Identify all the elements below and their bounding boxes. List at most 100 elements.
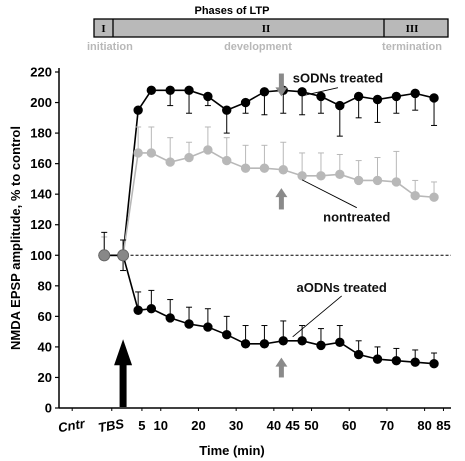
data-point [203,145,213,155]
tbs-arrow [114,339,133,407]
data-point [372,175,383,186]
x-tick-label: 5 [138,418,145,433]
data-point [353,349,364,360]
data-point [165,85,175,96]
phase-2-roman: II [262,23,271,35]
phase-1-name: initiation [87,41,133,53]
x-tick-label: 20 [191,418,205,433]
plot-area [98,85,451,369]
x-tick-label: 70 [380,418,394,433]
data-point [240,97,251,108]
data-point [184,85,194,96]
data-point [117,249,129,262]
x-tick-label: 30 [229,418,243,433]
data-point [165,313,175,323]
x-axis-label: Time (min) [199,443,265,458]
data-point [278,165,288,175]
gray-arrow-head [275,357,288,367]
series-1 [98,126,439,262]
y-tick-label: 40 [38,339,52,354]
x-tick-label: 45 [285,418,299,433]
y-tick-label: 120 [30,217,52,232]
data-point [372,354,383,364]
gray-arrow [275,357,288,378]
y-tick-label: 160 [30,156,52,171]
data-point [133,105,143,115]
data-point [146,148,157,158]
x-tick-label: TBS [97,416,126,435]
x-tick-label: 85 [436,418,450,433]
annotation-label: nontreated [323,210,390,225]
series-line [104,89,435,257]
annotations: sODNs treated nontreated aODNs treated [114,71,390,407]
data-point [165,157,175,167]
x-tick-label: 40 [267,418,281,433]
y-axis-label: NMDA EPSP amplitude, % to control [8,126,23,350]
data-point [316,91,326,102]
tbs-arrow-shaft [119,362,127,407]
series-2 [98,231,439,369]
data-point [240,339,251,349]
series-0 [98,85,439,272]
annotation-leader [292,295,342,338]
gray-arrow-shaft [278,196,284,210]
phases-title: Phases of LTP [195,5,270,17]
data-point [410,191,420,201]
data-point [259,87,270,97]
gray-arrow-head [275,87,288,97]
y-tick-label: 0 [45,401,52,416]
data-point [222,105,232,115]
y-tick-label: 100 [30,248,52,263]
phases-panel: Phases of LTP I II III initiation develo… [87,5,449,53]
data-point [184,319,194,329]
data-point [316,340,326,351]
data-point [353,175,364,186]
tbs-arrow-head [114,339,133,366]
data-point [203,322,213,332]
data-point [391,177,402,187]
data-point [335,169,345,180]
phase-1-roman: I [101,23,105,35]
gray-arrow [275,73,288,97]
data-point [259,163,270,173]
data-point [297,336,307,346]
data-point [297,171,307,181]
gray-arrow-shaft [278,365,284,378]
data-point [335,337,345,348]
gray-arrow [275,188,288,210]
data-point [372,94,383,105]
data-point [429,359,439,369]
x-tick-label: 60 [342,418,356,433]
data-point [297,87,307,97]
data-point [133,305,143,315]
phase-2-name: development [224,41,292,53]
annotation-label: aODNs treated [297,280,387,295]
y-tick-label: 220 [30,65,52,80]
data-point [259,339,270,349]
x-tick-label: 80 [417,418,431,433]
data-point [316,171,326,181]
series-line [104,149,435,257]
data-point [429,192,439,202]
annotation-leader [301,179,357,209]
data-point [410,88,420,99]
phases-bar [93,18,449,38]
y-tick-label: 80 [38,278,52,293]
data-point [146,304,157,314]
data-point [410,357,420,367]
data-point [184,152,194,163]
data-point [222,329,232,340]
y-tick-label: 20 [38,370,52,385]
y-tick-label: 200 [30,95,52,110]
phase-3-name: termination [382,41,442,53]
y-tick-label: 180 [30,126,52,141]
gray-arrow-shaft [278,73,284,89]
data-point [146,85,157,96]
data-point [335,100,345,111]
data-point [133,148,143,158]
phase-3-roman: III [406,23,419,35]
data-point [391,91,402,102]
x-tick-label: 10 [154,418,168,433]
data-point [391,355,402,366]
